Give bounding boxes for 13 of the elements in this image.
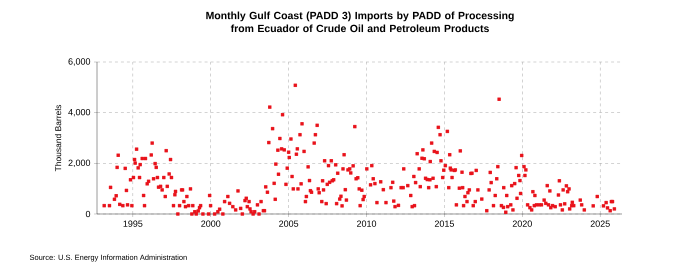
- chart-title: Monthly Gulf Coast (PADD 3) Imports by PADD of Processing from Ecuador of Crude Oil and Petroleum Products: [206, 12, 514, 32]
- y-axis-title: Thousand Barrels: [54, 104, 62, 172]
- x-tick-label: 2000: [201, 220, 220, 227]
- y-tick-label: 2,000: [68, 160, 90, 168]
- x-tick-label: 1995: [124, 220, 142, 227]
- x-tick-label: 2020: [512, 220, 532, 227]
- y-tick-label: 6,000: [68, 58, 90, 66]
- y-tick-label: 4,000: [68, 108, 90, 116]
- x-tick-label: 2010: [356, 220, 376, 227]
- x-tick-label: 2005: [279, 220, 298, 227]
- x-tick-label: 2025: [590, 220, 610, 227]
- x-tick-label: 2015: [434, 220, 454, 227]
- y-tick-label: 0: [86, 210, 90, 218]
